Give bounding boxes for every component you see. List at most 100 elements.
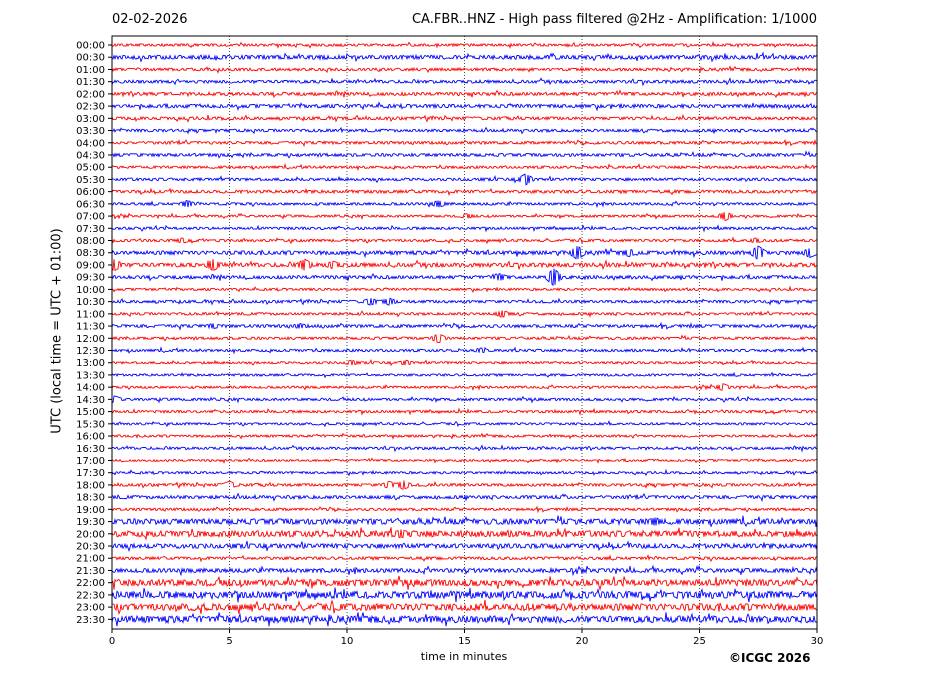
trace-line — [111, 138, 818, 148]
trace-line — [112, 444, 818, 453]
trace-line — [112, 126, 818, 135]
y-tick-label: 16:00 — [76, 432, 105, 443]
trace-line — [111, 321, 817, 331]
trace-line — [111, 540, 818, 552]
trace-line — [111, 297, 818, 306]
trace-line — [111, 113, 818, 123]
y-tick-label: 06:00 — [76, 187, 105, 198]
y-tick-label: 13:00 — [76, 358, 105, 369]
chart-title: CA.FBR..HNZ - High pass filtered @2Hz - … — [411, 12, 817, 27]
trace-line — [111, 40, 818, 50]
x-tick-label: 30 — [811, 636, 824, 647]
trace-line — [111, 505, 818, 514]
trace-line — [111, 258, 818, 272]
y-tick-label: 14:00 — [76, 383, 105, 394]
copyright-label: ©ICGC 2026 — [729, 651, 811, 665]
y-tick-label: 03:00 — [76, 114, 105, 125]
trace-line — [111, 89, 818, 99]
trace-line — [111, 65, 818, 74]
y-tick-label: 18:30 — [76, 493, 105, 504]
trace-line — [111, 51, 818, 63]
trace-line — [111, 468, 818, 477]
y-tick-label: 17:30 — [76, 468, 105, 479]
trace-line — [111, 212, 818, 221]
y-tick-label: 03:30 — [76, 126, 105, 137]
y-tick-label: 02:00 — [76, 89, 105, 100]
y-tick-label: 16:30 — [76, 444, 105, 455]
trace-line — [111, 187, 818, 197]
y-tick-label: 01:00 — [76, 65, 105, 76]
y-tick-label: 19:00 — [76, 505, 105, 516]
trace-line — [111, 480, 817, 490]
y-tick-label: 23:30 — [76, 615, 105, 626]
trace-line — [111, 383, 818, 392]
trace-line — [111, 515, 818, 527]
trace-line — [111, 224, 818, 233]
trace-line — [111, 173, 818, 186]
y-tick-label: 21:00 — [76, 554, 105, 565]
trace-line — [111, 407, 818, 416]
y-tick-label: 10:30 — [76, 297, 105, 308]
trace-line — [111, 575, 818, 592]
y-tick-label: 11:00 — [76, 309, 105, 320]
trace-line — [111, 199, 818, 209]
trace-line — [111, 395, 818, 404]
y-tick-label: 12:00 — [76, 334, 105, 345]
y-tick-label: 09:00 — [76, 260, 105, 271]
trace-line — [111, 77, 818, 87]
y-tick-label: 23:00 — [76, 603, 105, 614]
y-tick-label: 22:00 — [76, 578, 105, 589]
trace-line — [111, 587, 818, 603]
y-tick-label: 17:00 — [76, 456, 105, 467]
trace-line — [111, 564, 818, 577]
trace-line — [111, 457, 818, 464]
trace-line — [111, 150, 818, 159]
y-tick-label: 00:30 — [76, 53, 105, 64]
trace-line — [111, 245, 818, 260]
trace-line — [111, 236, 818, 245]
x-tick-label: 15 — [458, 636, 471, 647]
trace-line — [111, 268, 818, 286]
date-label: 02-02-2026 — [112, 12, 188, 27]
trace-line — [111, 285, 818, 293]
y-tick-label: 08:00 — [76, 236, 105, 247]
y-tick-label: 09:30 — [76, 273, 105, 284]
y-tick-label: 18:00 — [76, 480, 105, 491]
trace-line — [111, 101, 818, 112]
y-tick-label: 15:30 — [76, 419, 105, 430]
trace-line — [112, 162, 818, 172]
y-tick-label: 15:00 — [76, 407, 105, 418]
trace-line — [111, 310, 818, 319]
x-tick-label: 20 — [576, 636, 589, 647]
trace-line — [111, 334, 818, 344]
y-tick-label: 20:00 — [76, 529, 105, 540]
y-tick-label: 07:00 — [76, 212, 105, 223]
trace-line — [111, 371, 817, 379]
y-tick-label: 12:30 — [76, 346, 105, 357]
y-tick-label: 08:30 — [76, 248, 105, 259]
y-tick-label: 11:30 — [76, 322, 105, 333]
y-tick-label: 19:30 — [76, 517, 105, 528]
trace-line — [111, 527, 818, 541]
trace-line — [111, 420, 818, 428]
plot-frame — [111, 35, 818, 630]
x-tick-label: 0 — [109, 636, 115, 647]
trace-line — [111, 346, 817, 355]
trace-line — [111, 358, 818, 367]
y-tick-label: 07:30 — [76, 224, 105, 235]
y-tick-label: 05:30 — [76, 175, 105, 186]
y-tick-label: 04:30 — [76, 150, 105, 161]
y-tick-label: 02:30 — [76, 102, 105, 113]
y-tick-label: 14:30 — [76, 395, 105, 406]
trace-line — [111, 432, 818, 440]
x-tick-label: 25 — [693, 636, 706, 647]
y-tick-label: 21:30 — [76, 566, 105, 577]
y-tick-label: 20:30 — [76, 542, 105, 553]
x-tick-label: 10 — [341, 636, 354, 647]
y-tick-label: 04:00 — [76, 138, 105, 149]
y-tick-label: 06:30 — [76, 199, 105, 210]
y-tick-label: 05:00 — [76, 163, 105, 174]
trace-line — [111, 612, 818, 627]
